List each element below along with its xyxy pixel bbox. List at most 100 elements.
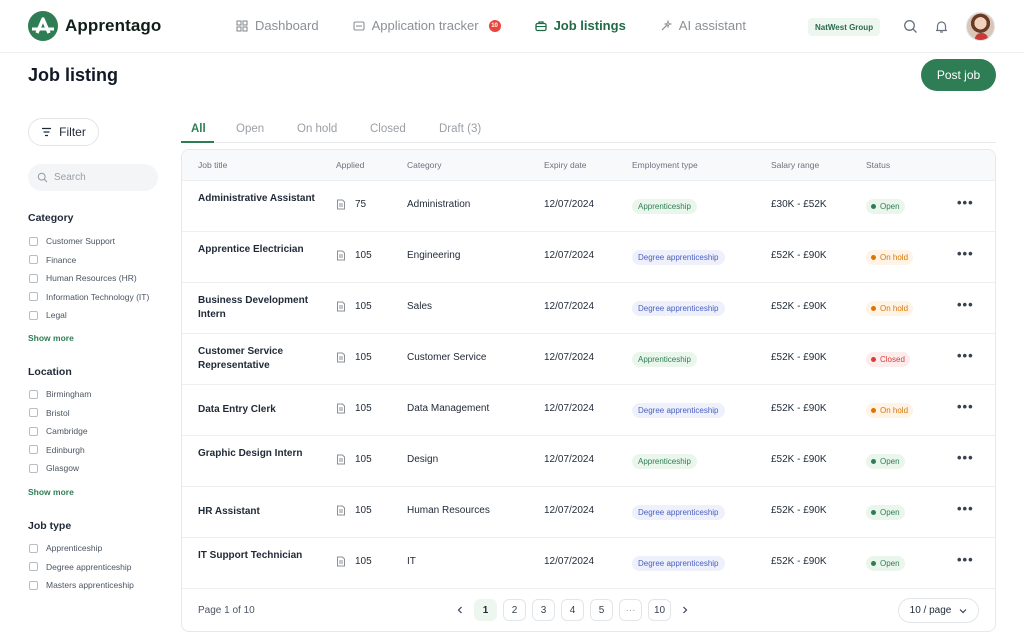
- column-header-job-title[interactable]: Job title: [198, 160, 228, 170]
- previous-page-button[interactable]: [452, 599, 468, 621]
- tab-open[interactable]: Open: [236, 123, 265, 135]
- search-icon[interactable]: [903, 19, 918, 34]
- job-type-checkbox[interactable]: [29, 562, 38, 572]
- category-filter-option[interactable]: Legal: [29, 306, 149, 325]
- row-actions-menu-icon[interactable]: •••: [957, 501, 974, 516]
- column-header-applied[interactable]: Applied: [336, 160, 365, 170]
- page-button[interactable]: 1: [474, 599, 497, 621]
- document-icon: [337, 301, 345, 312]
- user-avatar[interactable]: [966, 12, 995, 41]
- row-actions-menu-icon[interactable]: •••: [957, 552, 974, 567]
- employment-type-badge: Apprenticeship: [632, 199, 697, 214]
- page-size-select[interactable]: 10 / page: [898, 598, 979, 623]
- job-title-cell[interactable]: Graphic Design Intern: [198, 448, 303, 459]
- job-title-cell[interactable]: Customer Service Representative: [198, 346, 284, 371]
- filter-button[interactable]: Filter: [28, 118, 99, 146]
- column-header-employment-type[interactable]: Employment type: [632, 160, 698, 170]
- column-header-status[interactable]: Status: [866, 160, 891, 170]
- tab-draft[interactable]: Draft (3): [439, 123, 482, 135]
- row-actions-menu-icon[interactable]: •••: [957, 399, 974, 414]
- nav-job-listings[interactable]: Job listings: [534, 18, 626, 33]
- job-type-filter-option[interactable]: Apprenticeship: [29, 539, 134, 558]
- next-page-button[interactable]: [677, 599, 693, 621]
- status-cell: Closed: [866, 352, 910, 367]
- column-header-salary-range[interactable]: Salary range: [771, 160, 820, 170]
- location-filter-option[interactable]: Bristol: [29, 404, 91, 423]
- location-checkbox[interactable]: [29, 408, 38, 418]
- category-checkbox[interactable]: [29, 310, 38, 320]
- job-type-facet-title: Job type: [28, 520, 72, 532]
- post-job-button[interactable]: Post job: [921, 59, 996, 91]
- job-title-cell[interactable]: Data Entry Clerk: [198, 404, 276, 415]
- nav-dashboard[interactable]: Dashboard: [236, 18, 319, 33]
- row-actions-menu-icon[interactable]: •••: [957, 450, 974, 465]
- row-actions-menu-icon[interactable]: •••: [957, 348, 974, 363]
- page-button[interactable]: 10: [648, 599, 671, 621]
- brand-name: Apprentago: [65, 16, 162, 35]
- tab-on-hold[interactable]: On hold: [297, 123, 338, 135]
- table-row[interactable]: IT Support Technician 105 IT 12/07/2024 Degr…: [182, 538, 995, 589]
- category-checkbox[interactable]: [29, 255, 38, 265]
- table-row[interactable]: Graphic Design Intern 105 Design 12/07/2024…: [182, 436, 995, 487]
- search-input[interactable]: [54, 172, 150, 183]
- table-row[interactable]: Administrative Assistant 75 Administration…: [182, 181, 995, 232]
- location-filter-option[interactable]: Cambridge: [29, 422, 91, 441]
- table-footer: Page 1 of 10 1 2 3 4 5 ··· 10 10 / page: [182, 589, 995, 631]
- job-title-cell[interactable]: IT Support Technician: [198, 550, 303, 561]
- category-filter-option[interactable]: Information Technology (IT): [29, 288, 149, 307]
- page-button[interactable]: 5: [590, 599, 613, 621]
- category-checkbox[interactable]: [29, 236, 38, 246]
- table-row[interactable]: Apprentice Electrician 105 Engineering 12/0…: [182, 232, 995, 283]
- page-button[interactable]: 4: [561, 599, 584, 621]
- row-actions-menu-icon[interactable]: •••: [957, 297, 974, 312]
- organization-chip[interactable]: NatWest Group: [808, 18, 881, 36]
- page-number-list: 1 2 3 4 5 ··· 10: [474, 599, 671, 621]
- job-type-filter-option[interactable]: Masters apprenticeship: [29, 576, 134, 595]
- brand-logo[interactable]: Apprentago: [28, 11, 161, 41]
- job-type-checkbox[interactable]: [29, 543, 38, 553]
- status-label: Open: [880, 202, 900, 211]
- page-button[interactable]: 3: [532, 599, 555, 621]
- salary-range-cell: £52K - £90K: [771, 301, 827, 312]
- row-actions-menu-icon[interactable]: •••: [957, 246, 974, 261]
- category-filter-option[interactable]: Human Resources (HR): [29, 269, 149, 288]
- status-cell: On hold: [866, 403, 914, 418]
- category-filter-option[interactable]: Customer Support: [29, 232, 149, 251]
- status-dot-icon: [871, 459, 876, 464]
- column-header-category[interactable]: Category: [407, 160, 442, 170]
- category-filter-option[interactable]: Finance: [29, 251, 149, 270]
- job-type-checkbox[interactable]: [29, 580, 38, 590]
- table-row[interactable]: HR Assistant 105 Human Resources 12/07/2024…: [182, 487, 995, 538]
- job-title-cell[interactable]: Administrative Assistant: [198, 193, 315, 204]
- location-filter-option[interactable]: Birmingham: [29, 385, 91, 404]
- category-checkbox[interactable]: [29, 273, 38, 283]
- location-checkbox[interactable]: [29, 445, 38, 455]
- location-checkbox[interactable]: [29, 426, 38, 436]
- category-show-more-link[interactable]: Show more: [28, 333, 74, 343]
- tab-closed[interactable]: Closed: [370, 123, 406, 135]
- location-show-more-link[interactable]: Show more: [28, 487, 74, 497]
- status-dot-icon: [871, 561, 876, 566]
- ai-sparkle-icon: [661, 19, 672, 30]
- category-option-label: Human Resources (HR): [46, 273, 137, 284]
- nav-application-tracker[interactable]: Application tracker 10: [353, 18, 501, 33]
- table-row[interactable]: Customer Service Representative 105 Custom…: [182, 334, 995, 385]
- column-header-expiry-date[interactable]: Expiry date: [544, 160, 587, 170]
- table-row[interactable]: Data Entry Clerk 105 Data Management 12/07/…: [182, 385, 995, 436]
- location-checkbox[interactable]: [29, 463, 38, 473]
- category-checkbox[interactable]: [29, 292, 38, 302]
- job-title-cell[interactable]: Apprentice Electrician: [198, 244, 304, 255]
- job-type-filter-option[interactable]: Degree apprenticeship: [29, 558, 134, 577]
- location-filter-option[interactable]: Edinburgh: [29, 441, 91, 460]
- location-checkbox[interactable]: [29, 389, 38, 399]
- row-actions-menu-icon[interactable]: •••: [957, 195, 974, 210]
- job-title-cell[interactable]: HR Assistant: [198, 506, 260, 517]
- job-title-cell[interactable]: Business Development Intern: [198, 295, 309, 320]
- filter-icon: [42, 127, 52, 137]
- table-row[interactable]: Business Development Intern 105 Sales 12/07…: [182, 283, 995, 334]
- nav-ai-assistant[interactable]: AI assistant: [660, 18, 746, 33]
- page-button[interactable]: 2: [503, 599, 526, 621]
- bell-icon[interactable]: [934, 19, 949, 34]
- location-filter-option[interactable]: Glasgow: [29, 459, 91, 478]
- tab-all[interactable]: All: [191, 123, 206, 135]
